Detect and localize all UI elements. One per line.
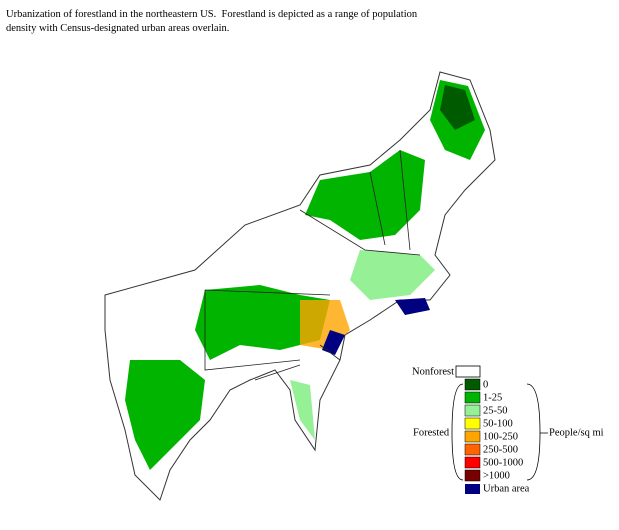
- nonforest-label: Nonforest: [412, 366, 454, 377]
- urban-swatch: [465, 484, 480, 494]
- class-label: 100-250: [483, 431, 518, 442]
- forested-label: Forested: [413, 427, 450, 438]
- class-swatch: [464, 443, 481, 456]
- class-swatch: [464, 391, 481, 404]
- class-label: 1-25: [483, 392, 502, 403]
- class-label: 0: [483, 379, 488, 390]
- class-swatch: [464, 469, 481, 482]
- unit-label: People/sq mi: [549, 427, 604, 438]
- unit-brace: [526, 383, 548, 481]
- class-swatch: [464, 430, 481, 443]
- class-label: 500-1000: [483, 457, 523, 468]
- legend: Nonforest Forested People/sq mi Urban ar…: [412, 365, 604, 494]
- class-swatch: [464, 404, 481, 417]
- class-label: 25-50: [483, 405, 508, 416]
- forested-brace: [451, 383, 464, 481]
- class-swatch: [464, 378, 481, 391]
- urban-label: Urban area: [483, 483, 530, 494]
- class-label: >1000: [483, 470, 510, 481]
- class-swatch: [464, 456, 481, 469]
- nonforest-swatch: [455, 365, 481, 378]
- map-region: [104, 71, 496, 501]
- caption: Urbanization of forestland in the northe…: [6, 9, 420, 34]
- class-label: 50-100: [483, 418, 513, 429]
- class-label: 250-500: [483, 444, 518, 455]
- class-swatch: [464, 417, 481, 430]
